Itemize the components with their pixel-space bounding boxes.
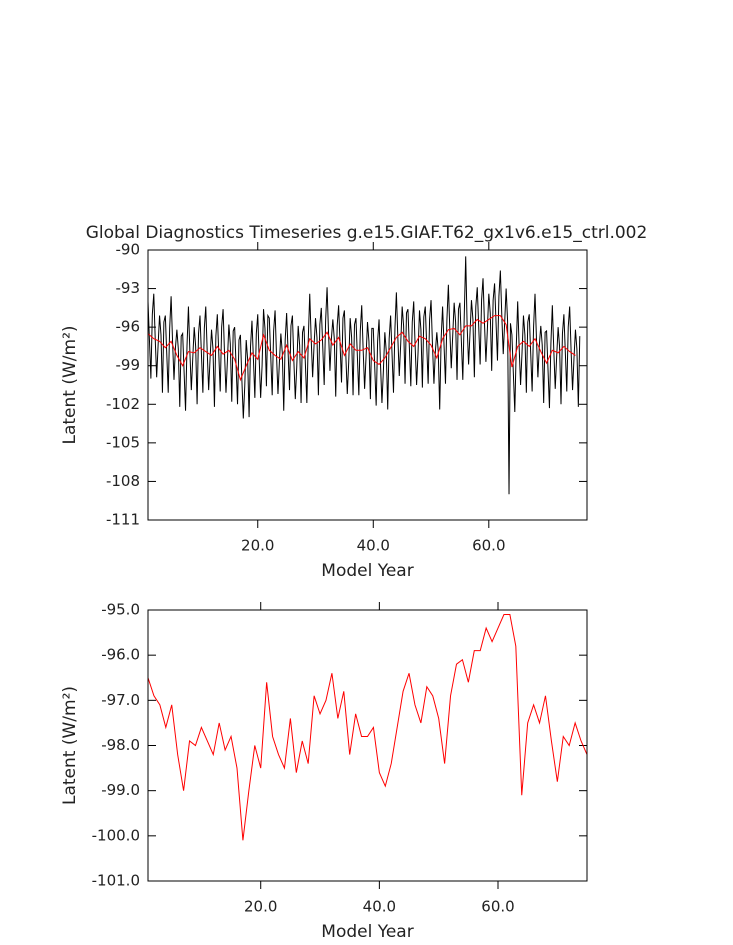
data-line [147,315,576,382]
chart-title: Global Diagnostics Timeseries g.e15.GIAF… [86,223,648,243]
x-tick-label: 20.0 [241,537,274,555]
x-axis-title: Model Year [321,922,413,942]
y-tick-label: -97.0 [101,691,140,709]
x-axis-title: Model Year [321,561,413,581]
y-tick-label: -90 [116,241,141,259]
y-tick-label: -102 [106,395,140,413]
plot-frame [147,249,588,521]
data-line [147,614,588,841]
y-axis-title: Latent (W/m²) [60,686,80,805]
y-tick-label: -108 [106,472,140,490]
y-tick-label: -99.0 [101,781,140,799]
x-tick-label: 20.0 [244,898,277,916]
x-tick-label: 60.0 [481,898,514,916]
y-tick-label: -105 [106,433,140,451]
y-axis-title: Latent (W/m²) [60,325,80,444]
y-tick-label: -98.0 [101,736,140,754]
data-line [147,256,581,495]
x-tick-label: 40.0 [357,537,390,555]
x-tick-label: 40.0 [363,898,396,916]
y-tick-label: -95.0 [101,601,140,619]
y-tick-label: -96 [116,318,141,336]
y-tick-label: -96.0 [101,646,140,664]
y-tick-label: -111 [106,511,140,529]
y-tick-label: -100.0 [92,826,140,844]
y-tick-label: -99 [116,356,141,374]
plot-frame [147,609,588,882]
y-tick-label: -101.0 [92,872,140,890]
x-tick-label: 60.0 [472,537,505,555]
y-tick-label: -93 [116,279,141,297]
